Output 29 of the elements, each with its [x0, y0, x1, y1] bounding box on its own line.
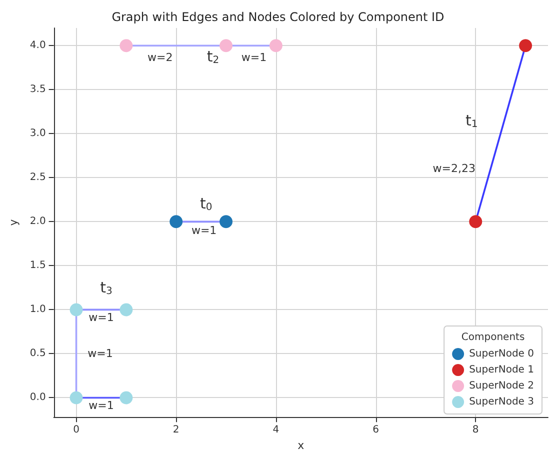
annotation: w=2: [147, 51, 173, 64]
x-tick-label: 2: [172, 424, 180, 436]
x-axis-title: x: [298, 439, 305, 452]
y-tick-label: 2.0: [30, 216, 46, 228]
legend-label: SuperNode 1: [469, 364, 534, 376]
annotation: w=2,23: [432, 162, 476, 176]
y-tick-label: 1.0: [30, 304, 46, 316]
y-tick-label: 1.5: [30, 260, 46, 272]
y-tick-label: 0.5: [30, 348, 46, 360]
annotation: w=1: [88, 347, 113, 360]
legend-label: SuperNode 3: [469, 396, 534, 408]
y-tick-label: 4.0: [30, 40, 46, 52]
annotation: w=1: [241, 51, 267, 64]
x-tick-label: 8: [472, 424, 479, 436]
y-tick-label: 3.0: [30, 128, 46, 140]
y-tick-label: 2.5: [30, 172, 46, 184]
annotation: w=1: [88, 399, 114, 412]
y-tick-label: 0.0: [30, 392, 46, 404]
legend-title: Components: [461, 332, 525, 343]
legend-label: SuperNode 0: [469, 348, 534, 360]
legend-label: SuperNode 2: [469, 380, 534, 392]
x-tick-label: 6: [372, 424, 379, 436]
annotation: w=1: [191, 224, 217, 238]
chart-title: Graph with Edges and Nodes Colored by Component ID: [112, 10, 444, 24]
y-axis-title: y: [7, 218, 20, 226]
x-tick-label: 0: [73, 424, 80, 436]
y-tick-label: 3.5: [30, 84, 46, 96]
annotation: w=1: [88, 311, 114, 324]
x-tick-label: 4: [272, 424, 280, 436]
